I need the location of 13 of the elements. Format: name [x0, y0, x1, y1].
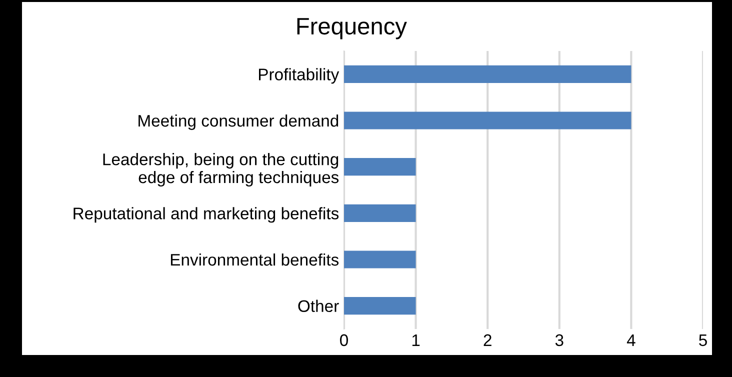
x-tick-label: 0	[340, 334, 348, 346]
x-tick-label: 1	[412, 334, 420, 346]
chart-title: Frequency	[297, 18, 407, 40]
y-tick-label: Reputational and marketing benefits	[74, 207, 339, 223]
x-tick-label: 2	[484, 334, 492, 346]
y-tick-label: Other	[298, 300, 339, 312]
y-tick-label: Environmental benefits	[170, 253, 339, 266]
y-tick-label: Leadership, being on the cutting edge of farming techniques	[103, 153, 339, 187]
x-tick-label: 4	[626, 334, 636, 346]
y-tick-label: Meeting consumer demand	[138, 114, 338, 130]
y-tick-label: Profitability	[259, 68, 340, 84]
x-tick-label: 5	[699, 334, 707, 346]
x-tick-label: 3	[555, 334, 564, 346]
